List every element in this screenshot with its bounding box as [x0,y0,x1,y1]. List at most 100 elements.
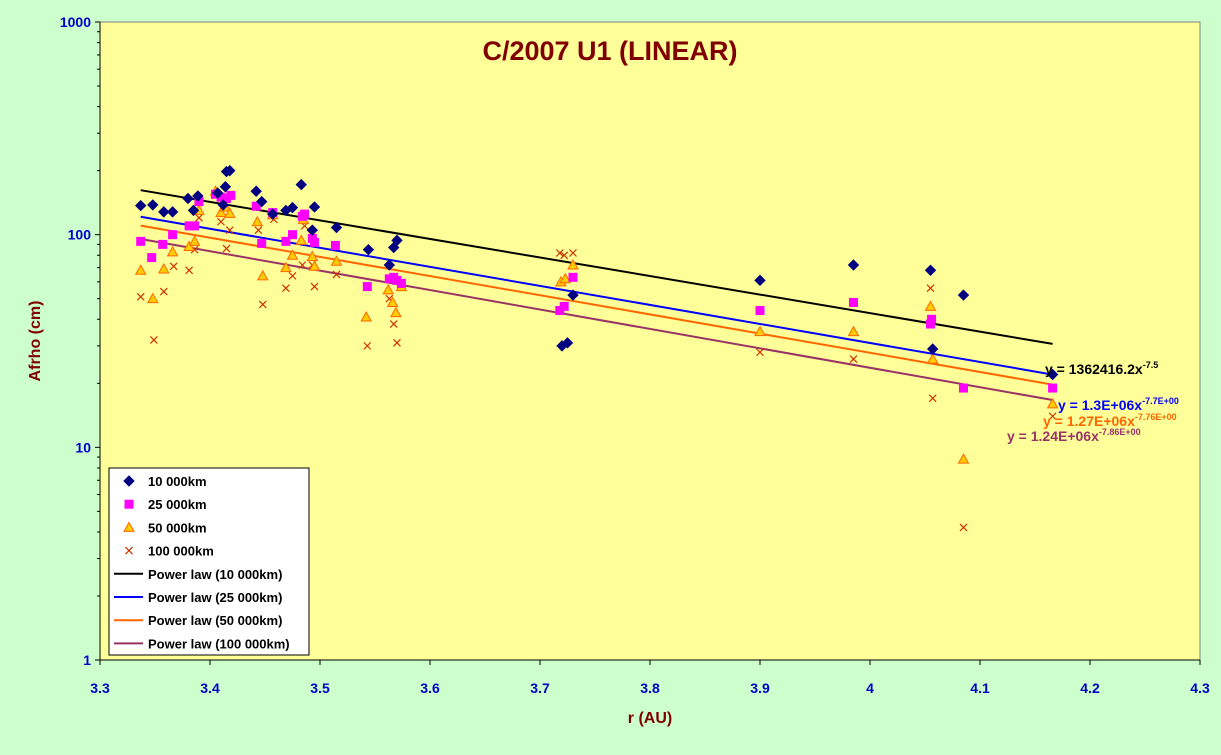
data-point [306,250,319,261]
legend-item: Power law (10 000km) [114,567,282,582]
data-point [555,249,564,257]
data-point [288,230,297,240]
trendline-equations: y = 1362416.2x-7.5y = 1.3E+06x-7.7E+00y … [1007,360,1179,444]
data-point [386,296,399,307]
data-point [300,209,310,219]
data-point [134,264,147,275]
data-point [308,201,321,213]
data-point [1046,368,1059,381]
series-10000km [134,164,1059,381]
data-point [124,499,134,509]
data-point [1048,412,1057,421]
data-point [224,164,236,177]
legend-label: 100 000km [148,544,214,559]
y-tick-label: 1000 [60,14,91,30]
data-point [396,278,406,288]
data-point [123,475,135,487]
data-point [286,249,299,260]
data-point [754,274,766,287]
data-point [391,234,403,247]
legend-label: 10 000km [148,474,207,489]
data-point [158,206,170,218]
data-point [383,259,396,271]
data-point [310,237,319,247]
x-tick-label: 4.2 [1080,680,1100,696]
data-point [217,199,229,211]
data-point [1048,383,1058,393]
legend-item: Power law (100 000km) [114,636,290,651]
data-point [266,208,279,220]
legend-box [108,467,310,656]
data-point [393,338,401,347]
x-tick-label: 4 [866,680,874,696]
data-point [183,240,195,251]
legend: 10 000km 25 000km 50 000km 100 000km Power l… [108,467,310,656]
x-tick-label: 3.5 [310,680,330,696]
data-point [360,310,373,322]
data-point [192,190,204,202]
data-point [926,353,939,364]
data-point [225,226,234,235]
data-point [957,289,970,301]
trendline-equation: y = 1.24E+06x-7.86E+00 [1007,427,1141,444]
data-point [256,269,269,281]
data-point [157,262,170,274]
data-point [924,264,937,276]
data-point [219,181,232,193]
legend-item: 50 000km [123,520,207,535]
data-point [926,284,935,293]
data-point [362,282,372,292]
data-point [363,341,372,350]
legend-item: Power law (50 000km) [114,613,282,628]
legend-label: Power law (10 000km) [148,567,282,582]
y-tick-label: 100 [68,227,92,243]
data-point [254,226,263,235]
data-point [136,236,146,246]
data-point [924,300,937,311]
x-tick-label: 3.8 [640,680,660,696]
data-point [211,187,224,199]
data-point [146,292,159,304]
data-point [169,262,178,271]
data-point [928,394,937,403]
data-point [149,335,158,344]
x-tick-label: 4.1 [970,680,990,696]
data-point [185,266,194,275]
legend-item: 100 000km [125,544,214,559]
data-point [567,258,579,270]
data-point [849,297,858,307]
data-point [251,215,264,227]
legend-item: 25 000km [124,497,207,512]
data-point [190,221,200,231]
x-tick-label: 3.4 [200,680,220,696]
data-point [222,244,231,253]
data-point [849,355,858,364]
x-tick-label: 3.7 [530,680,550,696]
data-point [258,300,267,309]
data-point [330,240,340,250]
data-point [295,178,308,191]
trendline-equation: y = 1.27E+06x-7.76E+00 [1043,412,1177,429]
data-point [330,255,343,266]
data-point [754,325,766,337]
x-tick-label: 4.3 [1190,680,1210,696]
trendline-equation: y = 1.3E+06x-7.7E+00 [1058,396,1179,413]
data-point [959,383,968,393]
x-axis-title: r (AU) [628,710,672,727]
data-point [187,204,200,217]
data-point [847,259,860,271]
data-point [168,230,178,240]
x-tick-label: 3.9 [750,680,770,696]
legend-label: 50 000km [148,520,207,535]
y-tick-label: 1 [83,652,91,668]
data-point [559,301,569,311]
data-point [255,195,268,208]
data-point [390,306,402,318]
axes: 3.3 3.4 3.5 3.6 3.7 3.8 3.9 4 4.1 4.2 4.3 1 10 100 100… [60,14,1210,696]
data-point [281,284,290,293]
chart-title: C/2007 U1 (LINEAR) [482,36,737,66]
trendline-equation: y = 1362416.2x-7.5 [1045,360,1158,377]
data-point [251,201,261,211]
data-point [569,249,577,257]
